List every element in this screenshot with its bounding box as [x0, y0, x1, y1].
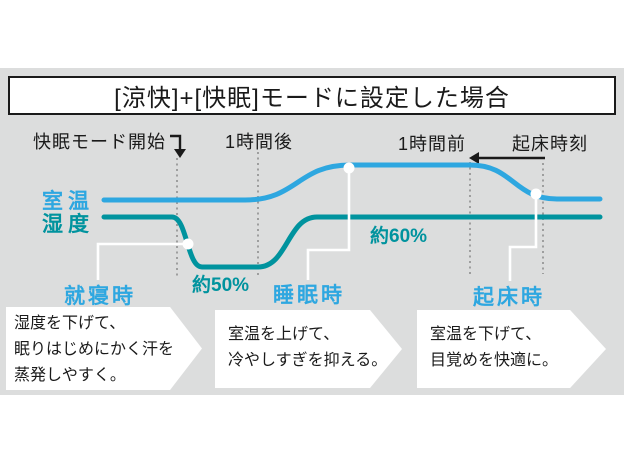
- value-humidity-low: 約50%: [192, 275, 250, 296]
- callout-bedtime: 湿度を下げて、 眠りはじめにかく汗を 蒸発しやすく。: [6, 307, 202, 390]
- label-one-hour-before: 1時間前: [398, 134, 467, 154]
- callout-sleeping: 室温を上げて、 冷やしすぎを抑える。: [215, 310, 402, 388]
- phase-label-wakeup: 起床時: [473, 286, 545, 309]
- callout-wakeup: 室温を下げて、 目覚めを快適に。: [417, 310, 606, 388]
- label-wake-time: 起床時刻: [512, 134, 588, 154]
- callout-bedtime-line-2: 眠りはじめにかく汗を: [14, 341, 175, 358]
- callout-sleeping-line-2: 冷やしすぎを抑える。: [228, 352, 388, 369]
- phase-label-sleeping: 睡眠時: [273, 284, 345, 307]
- page-title: [涼快]+[快眠]モードに設定した場合: [114, 85, 510, 112]
- callout-wakeup-line-2: 目覚めを快適に。: [430, 352, 559, 369]
- legend-humidity: 湿度: [42, 213, 94, 236]
- phase-label-bedtime: 就寝時: [64, 285, 136, 308]
- value-humidity-plateau: 約60%: [370, 226, 428, 247]
- label-one-hour-after: 1時間後: [225, 132, 294, 152]
- callout-bedtime-line-3: 蒸発しやすく。: [14, 367, 126, 384]
- title-box: [涼快]+[快眠]モードに設定した場合: [8, 76, 616, 115]
- label-sleep-mode-start: 快眠モード開始: [33, 132, 166, 152]
- legend-room-temp: 室温: [42, 190, 94, 213]
- callout-bedtime-line-1: 湿度を下げて、: [14, 315, 126, 332]
- callout-wakeup-line-1: 室温を下げて、: [430, 326, 542, 343]
- callout-sleeping-line-1: 室温を上げて、: [228, 326, 340, 343]
